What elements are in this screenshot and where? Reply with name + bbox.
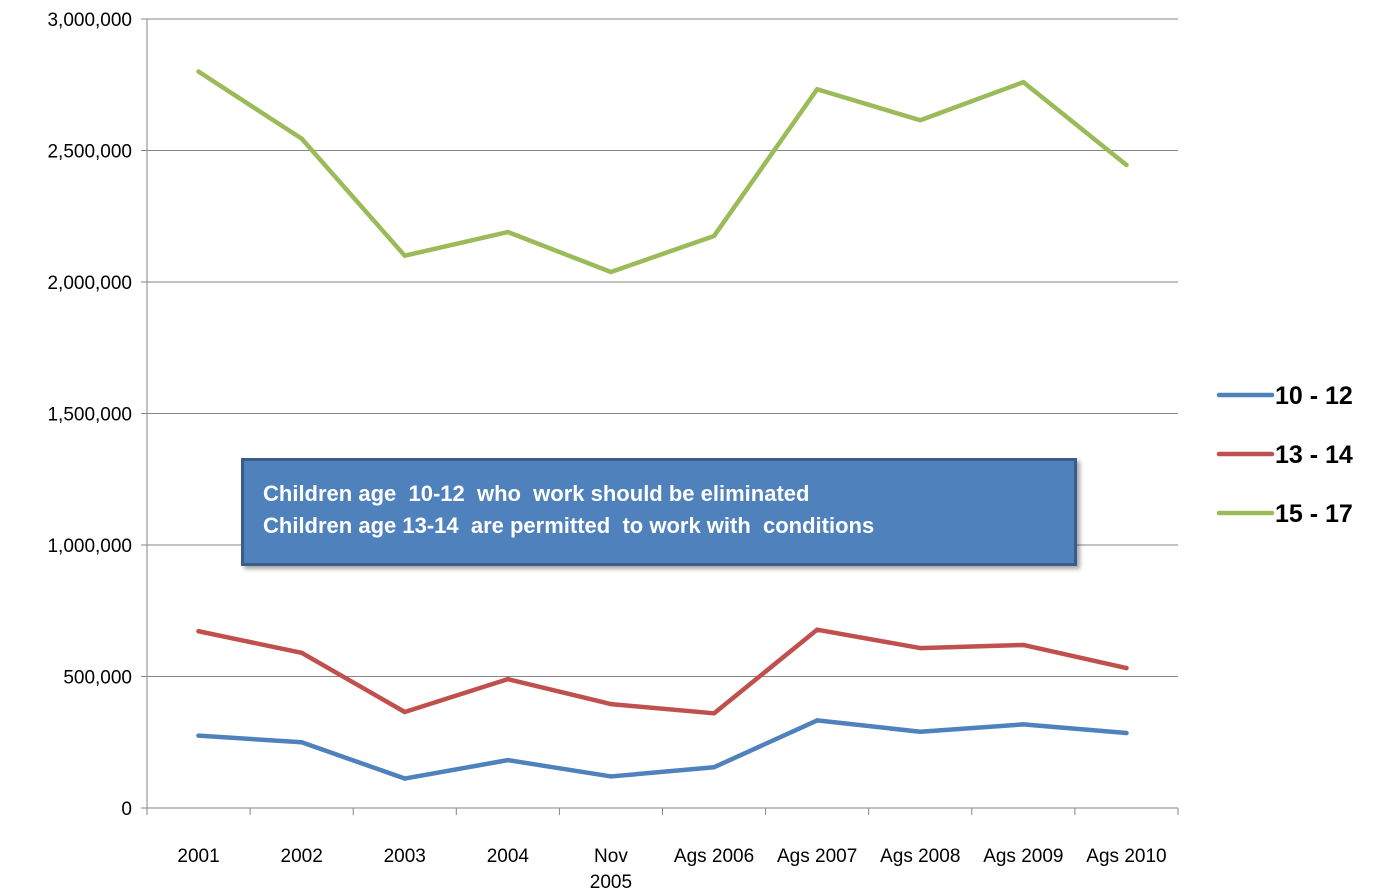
x-tick-label-line: 2003: [384, 846, 426, 867]
data-point: [918, 729, 923, 734]
data-point: [196, 629, 201, 634]
annotation-line-2: Children age 13-14 are permitted to work…: [263, 513, 875, 538]
x-tick-label-line: Ags 2010: [1086, 846, 1166, 867]
y-axis-tick-labels: 0 500,000 1,000,000 1,500,000 2,000,000 2,500…: [47, 10, 132, 820]
series-line-10-12: [196, 718, 1129, 781]
data-point: [608, 774, 614, 779]
data-point: [814, 87, 820, 92]
legend-label: 13 - 14: [1275, 441, 1353, 469]
x-tick-label-line: Ags 2009: [983, 846, 1063, 867]
x-tick-label: 2002: [281, 846, 323, 867]
x-tick-label: Ags 2007: [777, 846, 857, 867]
series-lines: [196, 69, 1129, 781]
x-tick-label-line: Nov: [594, 846, 628, 867]
x-tick-label: Ags 2008: [880, 846, 960, 867]
data-point: [196, 733, 201, 738]
data-point: [402, 709, 407, 715]
data-point: [505, 229, 511, 235]
data-point: [299, 740, 304, 745]
gridlines: [147, 18, 1178, 677]
y-tick-label: 2,500,000: [47, 142, 132, 163]
axes: [141, 18, 1179, 815]
x-tick-label-line: 2001: [177, 846, 219, 867]
x-tick-label: Nov 2005: [590, 846, 632, 893]
x-tick-label: Ags 2009: [983, 846, 1063, 867]
data-point: [711, 711, 717, 716]
data-point: [505, 757, 511, 763]
legend: 10 - 12 13 - 14 15 - 17: [1216, 382, 1353, 528]
data-point: [196, 69, 201, 74]
data-point: [1021, 642, 1026, 648]
data-point: [505, 676, 511, 682]
data-point: [814, 718, 820, 723]
y-tick-label: 1,000,000: [47, 536, 132, 557]
data-point: [814, 627, 820, 632]
data-point: [402, 776, 407, 781]
x-tick-label-line: 2005: [590, 872, 632, 893]
data-point: [918, 118, 923, 123]
x-tick-label-line: Ags 2006: [674, 846, 754, 867]
data-point: [608, 701, 614, 707]
data-point: [1124, 730, 1129, 736]
data-point: [711, 233, 717, 239]
data-point: [918, 645, 923, 651]
x-tick-label-line: 2002: [281, 846, 323, 867]
data-point: [1021, 79, 1026, 85]
y-tick-label: 0: [121, 799, 132, 820]
x-tick-label-line: 2004: [487, 846, 530, 867]
data-point: [711, 765, 717, 770]
x-tick-label-line: Ags 2007: [777, 846, 857, 867]
annotation-box: Children age 10-12 who work should be el…: [241, 458, 1077, 566]
y-tick-label: 500,000: [63, 668, 132, 689]
x-tick-label: 2004: [487, 846, 530, 867]
data-point: [1124, 665, 1129, 671]
x-tick-label-line: Ags 2008: [880, 846, 960, 867]
data-point: [1124, 162, 1129, 168]
y-tick-label: 2,000,000: [47, 273, 132, 294]
data-point: [1021, 722, 1026, 727]
series-line-13-14: [196, 627, 1129, 716]
x-tick-label: Ags 2010: [1086, 846, 1166, 867]
y-tick-label: 1,500,000: [47, 405, 132, 426]
x-tick-label: Ags 2006: [674, 846, 754, 867]
annotation-line-1: Children age 10-12 who work should be el…: [263, 481, 810, 506]
series-line-15-17: [196, 69, 1129, 275]
data-point: [608, 269, 614, 275]
data-point: [299, 650, 304, 656]
x-tick-label: 2003: [384, 846, 426, 867]
data-point: [402, 253, 407, 258]
legend-label: 10 - 12: [1275, 382, 1353, 410]
x-axis-tick-labels: 2001 2002 2003 2004 Nov 2005 Ags 2006 Ags 2007 A…: [177, 846, 1166, 893]
legend-label: 15 - 17: [1275, 500, 1353, 528]
y-tick-label: 3,000,000: [47, 10, 132, 31]
data-point: [299, 136, 304, 141]
x-tick-label: 2001: [177, 846, 219, 867]
